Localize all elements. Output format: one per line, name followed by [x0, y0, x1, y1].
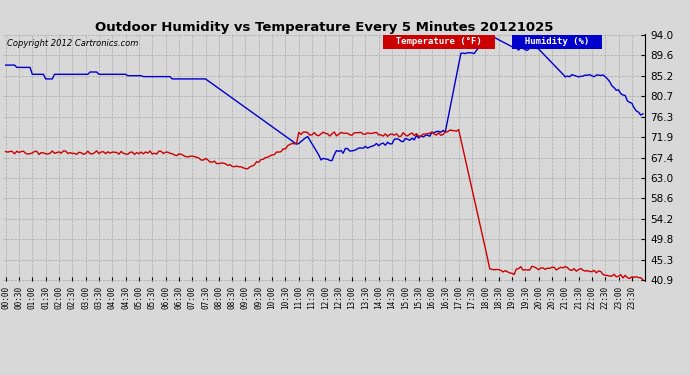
Text: Temperature (°F): Temperature (°F): [385, 38, 493, 46]
Title: Outdoor Humidity vs Temperature Every 5 Minutes 20121025: Outdoor Humidity vs Temperature Every 5 …: [95, 21, 553, 34]
Text: Copyright 2012 Cartronics.com: Copyright 2012 Cartronics.com: [7, 39, 138, 48]
Text: Humidity (%): Humidity (%): [513, 38, 600, 46]
